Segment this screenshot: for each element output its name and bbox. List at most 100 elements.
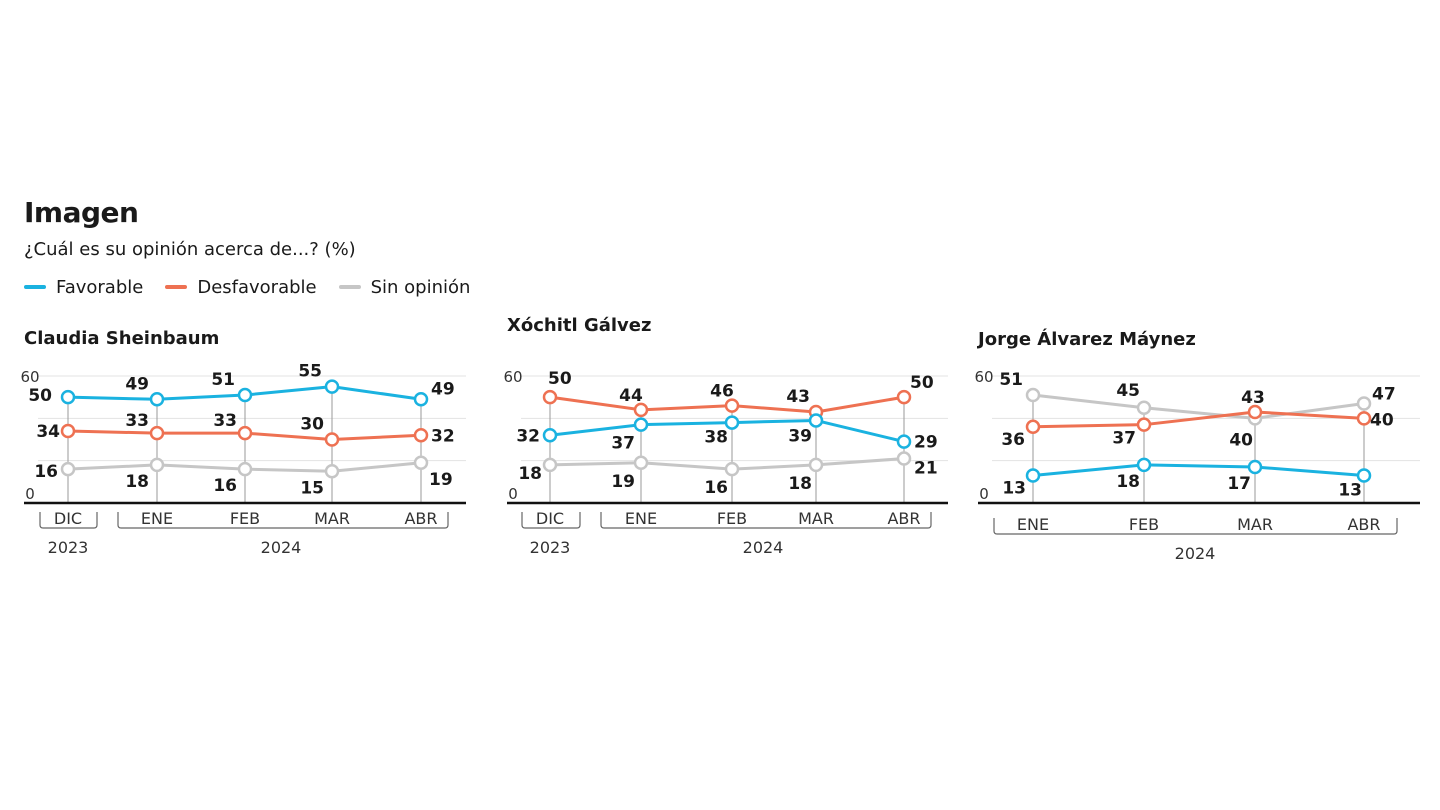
data-label: 18: [518, 464, 542, 484]
data-label: 37: [611, 434, 635, 454]
data-label: 45: [1116, 381, 1140, 401]
legend: Favorable Desfavorable Sin opinión: [24, 276, 492, 298]
x-tick-label: DIC: [54, 509, 82, 528]
data-point: [413, 455, 429, 471]
data-point: [1356, 396, 1372, 411]
legend-label-favorable: Favorable: [56, 276, 144, 298]
data-point: [149, 457, 165, 473]
data-point: [1136, 417, 1152, 432]
data-label: 18: [788, 474, 812, 494]
data-label: 16: [34, 462, 58, 482]
data-label: 44: [619, 386, 643, 406]
data-label: 38: [704, 428, 728, 448]
y-tick-label: 0: [508, 485, 518, 503]
data-point: [149, 392, 165, 407]
x-tick-label: MAR: [798, 509, 834, 528]
data-label: 21: [914, 459, 938, 479]
data-point: [896, 389, 912, 405]
data-label: 33: [125, 411, 149, 431]
data-point: [237, 461, 253, 477]
data-label: 49: [431, 379, 455, 399]
data-point: [633, 417, 649, 432]
data-label: 32: [516, 426, 540, 446]
data-label: 49: [125, 374, 149, 394]
data-point: [60, 423, 76, 439]
series-line: [1032, 410, 1365, 429]
data-point: [633, 455, 649, 471]
data-label: 37: [1112, 429, 1136, 449]
data-label: 18: [125, 472, 149, 492]
x-tick-label: ENE: [625, 509, 657, 528]
data-point: [1136, 457, 1152, 473]
y-tick-label: 0: [25, 485, 35, 503]
year-bracket: [521, 512, 581, 529]
chart-title-maynez: Jorge Álvarez Máynez: [978, 329, 1196, 350]
x-tick-label: MAR: [1237, 515, 1273, 534]
series-line: [1032, 463, 1365, 477]
year-bracket: [117, 512, 449, 529]
data-point: [1025, 419, 1041, 435]
year-bracket: [993, 518, 1398, 535]
data-label: 29: [914, 433, 938, 453]
legend-swatch-favorable: [24, 285, 46, 289]
data-label: 18: [1116, 472, 1140, 492]
data-point: [60, 389, 76, 405]
y-tick-label: 60: [20, 368, 39, 386]
year-label: 2024: [743, 538, 784, 557]
data-label: 15: [300, 478, 324, 498]
data-point: [896, 434, 912, 449]
x-tick-label: ABR: [404, 509, 437, 528]
legend-label-sin-opinion: Sin opinión: [370, 276, 471, 298]
data-point: [60, 461, 76, 477]
data-point: [724, 415, 740, 430]
data-point: [149, 425, 165, 441]
page-title: Imagen: [24, 196, 139, 229]
y-tick-label: 0: [979, 485, 989, 503]
data-label: 51: [211, 370, 235, 390]
data-point: [413, 428, 429, 443]
data-label: 51: [999, 370, 1023, 390]
data-label: 16: [704, 478, 728, 498]
x-tick-label: FEB: [1129, 515, 1159, 534]
year-bracket: [39, 512, 98, 529]
data-label: 50: [548, 369, 572, 389]
legend-item-sin-opinion: Sin opinión: [338, 276, 471, 298]
data-label: 50: [28, 386, 52, 406]
data-point: [542, 457, 558, 473]
legend-item-desfavorable: Desfavorable: [165, 276, 317, 298]
data-label: 43: [786, 387, 810, 407]
y-tick-label: 60: [974, 368, 993, 386]
data-point: [1247, 404, 1263, 420]
chart-title-sheinbaum: Claudia Sheinbaum: [24, 328, 220, 349]
year-bracket: [600, 512, 932, 529]
data-point: [724, 398, 740, 413]
data-label: 19: [429, 470, 453, 490]
data-label: 39: [788, 426, 812, 446]
year-label: 2024: [1175, 544, 1216, 563]
year-label: 2023: [48, 538, 89, 557]
data-point: [542, 389, 558, 405]
data-point: [542, 428, 558, 443]
data-point: [413, 392, 429, 407]
x-tick-label: ABR: [887, 509, 920, 528]
data-label: 40: [1370, 410, 1394, 430]
data-label: 30: [300, 415, 324, 435]
data-point: [237, 425, 253, 441]
data-label: 46: [710, 382, 734, 402]
data-point: [808, 457, 824, 473]
data-label: 19: [611, 472, 635, 492]
data-point: [896, 451, 912, 466]
data-point: [1136, 400, 1152, 415]
legend-label-desfavorable: Desfavorable: [197, 276, 317, 298]
series-line: [1032, 393, 1365, 420]
data-point: [324, 464, 340, 479]
data-label: 32: [431, 426, 455, 446]
chart-title-galvez: Xóchitl Gálvez: [507, 315, 652, 336]
data-label: 33: [213, 411, 237, 431]
page-subtitle: ¿Cuál es su opinión acerca de...? (%): [24, 239, 356, 260]
data-point: [808, 413, 824, 428]
data-point: [724, 461, 740, 477]
x-tick-label: ABR: [1347, 515, 1380, 534]
